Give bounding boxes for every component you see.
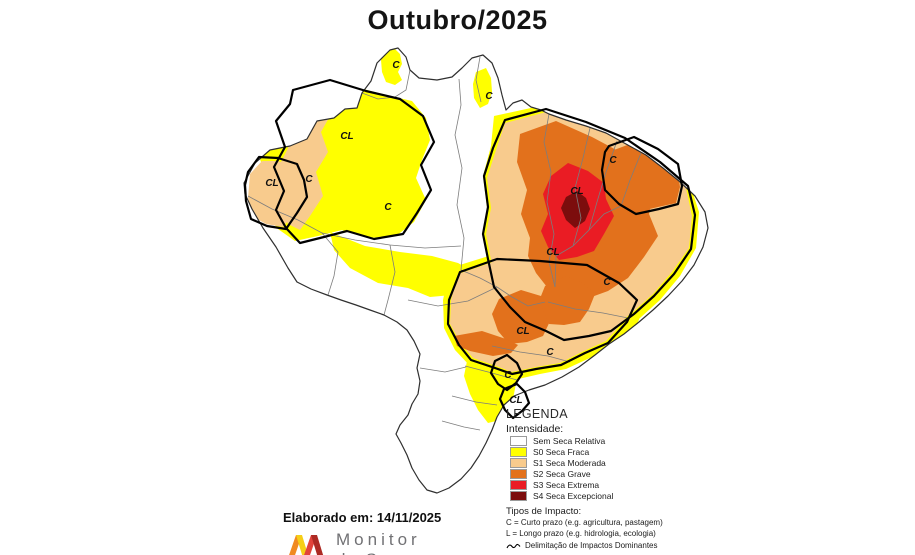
legend-subheading: Intensidade: [506,423,564,435]
logo-text: Monitor de Secas [336,531,423,555]
region-s4-northeast [561,191,590,228]
legend-label: Sem Seca Relativa [533,435,606,446]
legend: LEGENDA Intensidade: Sem Seca Relativa S… [506,407,684,550]
delimitation-legend-row: Delimitação de Impactos Dominantes [506,541,684,550]
delimitation-northeast-bulge [600,135,684,216]
impact-label-cl: CL [265,178,278,189]
impact-label-c: C [384,202,392,213]
legend-swatch-none [510,435,527,446]
legend-item: S1 Seca Moderada [506,457,684,469]
impact-types-heading: Tipos de Impacto: [506,506,582,517]
legend-swatch-s1 [510,457,527,468]
impact-label-cl: CL [570,186,583,197]
elaborated-date: Elaborado em: 14/11/2025 [283,510,442,525]
monitor-de-secas-logo-icon [289,535,324,555]
impact-label-cl: CL [340,131,353,142]
legend-label: S1 Seca Moderada [533,457,606,468]
region-s0-center-tongue [330,232,482,297]
region-s0-amapa [473,68,492,108]
logo-text-line2: de Secas [336,551,423,555]
legend-label: S3 Seca Extrema [533,479,600,490]
legend-label: S4 Seca Excepcional [533,490,614,501]
delimitation-south-coast-a [489,353,524,392]
region-s2-southeast-streak [454,331,518,356]
map-labels: C C CL C CL C C CL CL C CL C C CL [265,60,617,406]
legend-swatch-s4 [510,490,527,501]
delimitation-south-coast-b [498,382,531,420]
legend-item: S3 Seca Extrema [506,479,684,491]
impact-label-c: C [609,155,617,166]
impact-label-c: C [603,277,611,288]
legend-label: S2 Seca Grave [533,468,591,479]
dominant-impacts-delimitation-icon [506,543,521,548]
impact-long-term: L = Longo prazo (e.g. hidrologia, ecolog… [506,529,656,538]
impact-label-c: C [546,347,554,358]
legend-heading: LEGENDA [506,407,568,421]
monitor-de-secas-logo: Monitor de Secas [286,531,423,555]
legend-swatch-s0 [510,446,527,457]
region-s2-southeast-b [541,276,595,325]
impact-short-term: C = Curto prazo (e.g. agricultura, pasta… [506,518,663,527]
delimitation-west-amazon [272,78,436,245]
delimitation-legend-label: Delimitação de Impactos Dominantes [525,541,658,550]
legend-swatch-s2 [510,468,527,479]
delimitation-acre [243,155,309,231]
logo-text-line1: Monitor [336,530,421,549]
impact-label-c: C [504,370,512,381]
impact-label-c: C [485,91,493,102]
legend-item: S2 Seca Grave [506,468,684,480]
page-title: Outubro/2025 [367,5,548,35]
state-borders [247,56,642,431]
impact-label-c: C [305,174,313,185]
impact-label-cl: CL [546,247,559,258]
brazil-outline-border [243,47,709,494]
impact-label-c: C [392,60,400,71]
region-s1-acre [248,161,304,227]
impact-label-cl: CL [509,395,522,406]
delimitation-southeast [446,257,639,376]
legend-item: S4 Seca Excepcional [506,490,684,502]
region-s0-roraima [381,48,402,85]
legend-item: S0 Seca Fraca [506,446,684,458]
legend-item: Sem Seca Relativa [506,435,684,447]
impact-label-cl: CL [516,326,529,337]
legend-swatch-s3 [510,479,527,490]
impact-delimitations [243,78,697,420]
delimitation-northeast [481,107,697,342]
legend-label: S0 Seca Fraca [533,446,590,457]
